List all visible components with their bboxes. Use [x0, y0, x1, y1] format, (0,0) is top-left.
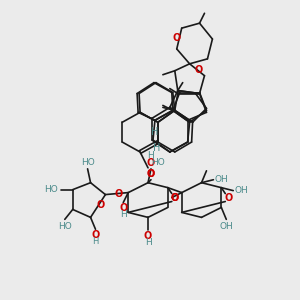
- Text: O: O: [147, 158, 155, 168]
- Text: HO: HO: [81, 158, 94, 167]
- Text: O: O: [96, 200, 105, 211]
- Text: OH: OH: [234, 186, 248, 195]
- Text: O: O: [172, 33, 181, 43]
- Text: O: O: [147, 169, 155, 179]
- Text: O: O: [224, 193, 232, 202]
- Text: O: O: [171, 193, 179, 202]
- Text: O: O: [114, 189, 122, 199]
- Text: HO: HO: [44, 185, 58, 194]
- Text: H: H: [148, 152, 154, 160]
- Text: O: O: [144, 231, 152, 241]
- Text: H: H: [92, 237, 99, 246]
- Text: O: O: [92, 230, 100, 240]
- Text: HO: HO: [58, 222, 72, 231]
- Text: H: H: [151, 127, 159, 137]
- Text: H: H: [153, 143, 161, 153]
- Text: O: O: [194, 65, 203, 75]
- Text: O: O: [147, 169, 155, 179]
- Text: H: H: [145, 238, 152, 247]
- Text: O: O: [171, 193, 179, 202]
- Text: HO: HO: [151, 158, 165, 167]
- Text: OH: OH: [219, 222, 233, 231]
- Text: OH: OH: [214, 175, 228, 184]
- Text: O: O: [119, 203, 128, 214]
- Text: H: H: [120, 210, 127, 219]
